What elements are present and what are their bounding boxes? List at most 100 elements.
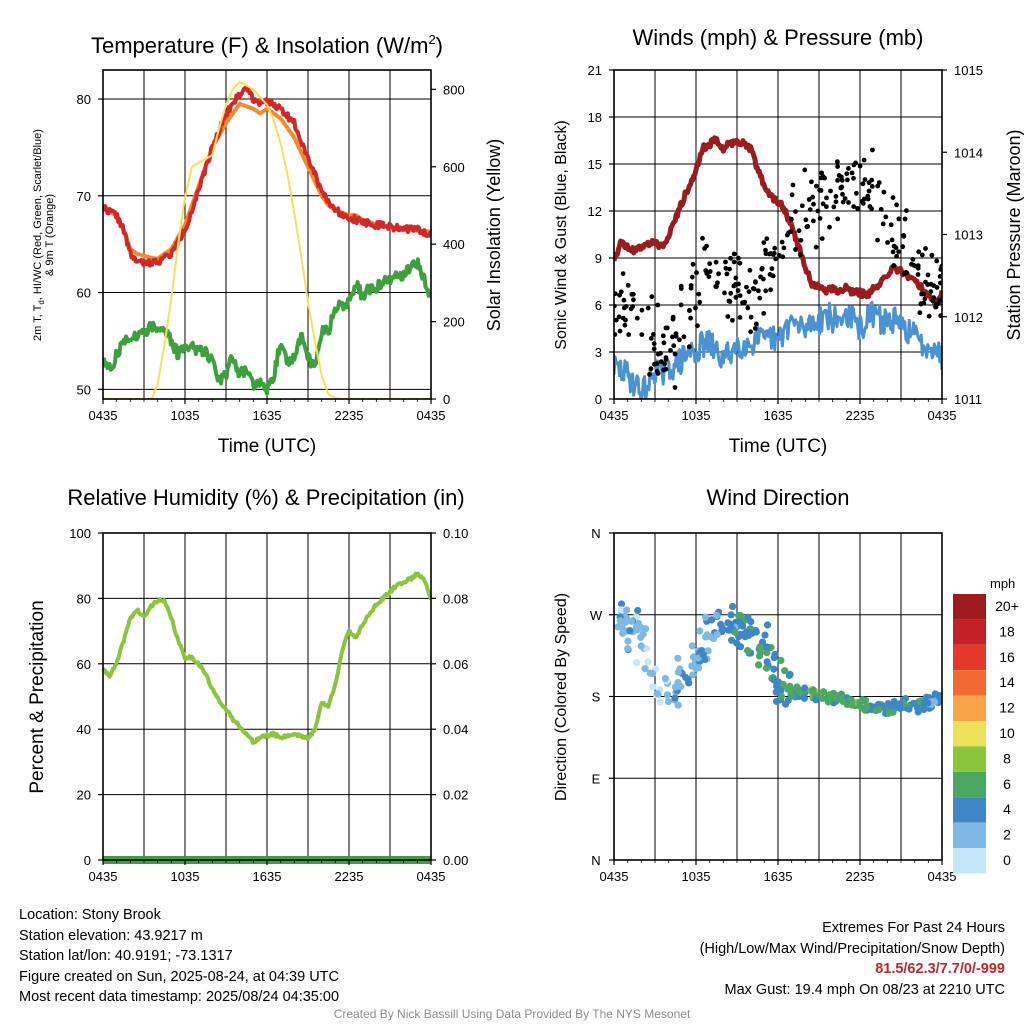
- gust-point: [697, 299, 703, 305]
- gust-point: [891, 263, 896, 269]
- gust-point: [707, 269, 713, 274]
- y-right-tick-label: 0: [443, 392, 450, 407]
- gust-point: [900, 244, 906, 250]
- gust-point: [926, 313, 932, 319]
- direction-point: [763, 664, 771, 672]
- gust-point: [819, 170, 824, 176]
- direction-point: [617, 600, 626, 608]
- gust-point: [833, 199, 839, 205]
- gust-point: [890, 249, 896, 255]
- direction-point: [713, 630, 721, 639]
- gust-point: [655, 371, 661, 376]
- direction-point: [763, 643, 771, 651]
- elevation-text: Station elevation: 43.9217 m: [19, 927, 203, 944]
- gust-point: [925, 272, 931, 278]
- direction-point: [623, 606, 631, 614]
- gust-point: [833, 194, 839, 199]
- direction-point: [637, 642, 645, 650]
- direction-point: [624, 645, 632, 653]
- legend-label: 4: [1003, 801, 1011, 817]
- gust-point: [617, 328, 623, 334]
- gust-point: [938, 267, 942, 272]
- gust-point: [820, 201, 826, 207]
- legend-swatch: [953, 670, 986, 696]
- y-right-tick-label: 200: [443, 315, 465, 330]
- gust-point: [670, 314, 676, 320]
- gust-point: [664, 325, 670, 331]
- direction-point: [699, 651, 707, 659]
- gust-point: [842, 196, 848, 201]
- gust-point: [733, 295, 739, 300]
- gust-point: [747, 267, 753, 273]
- gust-point: [918, 301, 924, 307]
- gust-point: [759, 266, 765, 272]
- gust-point: [846, 200, 851, 205]
- gust-point: [840, 191, 845, 197]
- direction-point: [819, 688, 828, 696]
- direction-point: [728, 636, 736, 644]
- direction-point: [642, 625, 650, 633]
- gust-point: [651, 332, 656, 337]
- direction-point: [885, 709, 893, 717]
- gust-point: [707, 261, 713, 266]
- gust-point: [894, 202, 899, 208]
- legend-label: 2: [1003, 827, 1011, 843]
- direction-point: [689, 671, 697, 679]
- direction-point: [886, 701, 894, 709]
- legend-label: 0: [1003, 852, 1011, 868]
- direction-point: [847, 696, 855, 704]
- legend-label: 12: [999, 700, 1015, 716]
- direction-point: [626, 627, 634, 635]
- gust-point: [802, 167, 808, 173]
- direction-point: [633, 626, 641, 634]
- y-left-tick-label: 100: [69, 526, 91, 541]
- gust-point: [668, 348, 673, 353]
- gust-point: [915, 263, 921, 269]
- direction-point: [661, 674, 670, 683]
- direction-point: [644, 658, 652, 666]
- direction-point: [777, 656, 785, 665]
- gust-point: [911, 262, 916, 268]
- y-tick-label: N: [591, 853, 600, 868]
- direction-point: [641, 665, 649, 673]
- gust-point: [737, 260, 743, 266]
- x-tick-label: 1635: [253, 869, 282, 884]
- gust-point: [661, 340, 667, 346]
- direction-point: [674, 668, 683, 676]
- gust-point: [695, 323, 700, 329]
- gust-point: [702, 246, 707, 251]
- gust-point: [938, 280, 942, 286]
- gust-point: [649, 294, 655, 300]
- gust-point: [915, 272, 921, 277]
- gust-point: [786, 230, 791, 236]
- gust-point: [813, 244, 819, 250]
- gust-point: [714, 284, 719, 289]
- gust-point: [678, 302, 684, 308]
- panel-title: Winds (mph) & Pressure (mb): [633, 25, 924, 50]
- y-right-axis-label: Station Pressure (Maroon): [1004, 129, 1024, 340]
- direction-point: [913, 704, 922, 712]
- y-left-tick-label: 50: [77, 382, 91, 397]
- gust-point: [875, 237, 880, 243]
- direction-point: [785, 671, 794, 680]
- gust-point: [938, 313, 942, 319]
- legend-label: 20+: [995, 598, 1019, 614]
- y-right-tick-label: 1014: [954, 145, 983, 160]
- y-left-axis-label: Percent & Precipitation: [27, 600, 48, 793]
- direction-point: [777, 692, 786, 701]
- direction-point: [740, 630, 748, 638]
- gust-point: [869, 184, 875, 189]
- direction-point: [656, 698, 664, 706]
- gust-point: [824, 195, 829, 201]
- x-tick-label: 1635: [764, 869, 793, 884]
- direction-point: [727, 611, 735, 619]
- x-tick-label: 2235: [846, 869, 875, 884]
- gust-point: [761, 240, 767, 246]
- direction-point: [856, 702, 864, 710]
- y-right-tick-label: 1013: [954, 228, 983, 243]
- gust-point: [770, 273, 775, 278]
- direction-point: [825, 695, 834, 703]
- gust-point: [862, 196, 867, 202]
- direction-point: [818, 694, 827, 703]
- direction-point: [812, 696, 820, 704]
